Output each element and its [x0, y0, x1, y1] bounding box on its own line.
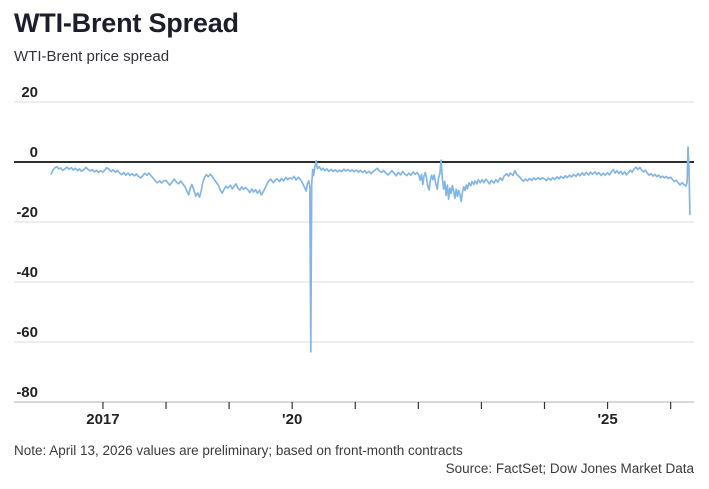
y-tick-label: 20	[21, 84, 38, 101]
y-tick-label: -60	[16, 324, 38, 341]
footnote: Note: April 13, 2026 values are prelimin…	[14, 443, 463, 458]
x-tick-label: '25	[597, 411, 618, 428]
y-tick-label: 0	[29, 144, 38, 161]
source-credit: Source: FactSet; Dow Jones Market Data	[445, 461, 694, 476]
x-tick-label: '20	[282, 411, 303, 428]
grid-lines	[14, 101, 694, 403]
y-tick-label: -40	[16, 264, 38, 281]
y-tick-label: -80	[16, 384, 38, 401]
x-axis-ticks	[102, 402, 672, 409]
chart-title: WTI-Brent Spread	[14, 8, 239, 38]
chart-subtitle: WTI-Brent price spread	[14, 48, 170, 65]
x-tick-label: 2017	[86, 411, 120, 428]
y-tick-label: -20	[16, 204, 38, 221]
spread-line	[50, 146, 691, 353]
